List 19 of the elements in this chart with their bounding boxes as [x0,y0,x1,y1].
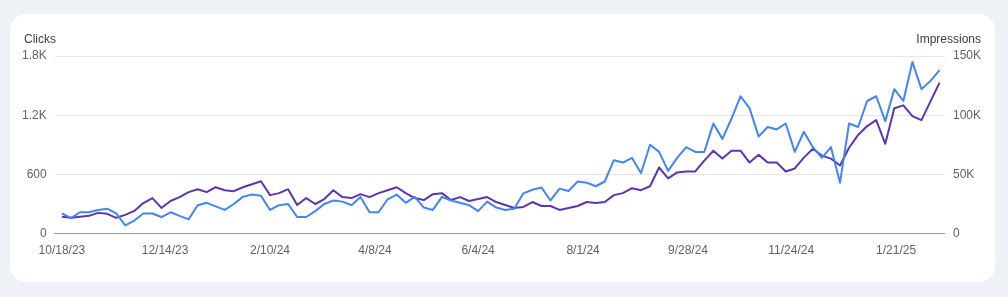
y2-tick-label: 150K [952,48,982,63]
y-tick-label: 600 [26,166,47,181]
y-tick-label: 0 [40,225,47,240]
y2-axis-title: Impressions [916,32,981,47]
x-tick-label: 1/21/25 [876,243,917,258]
x-tick-label: 10/18/23 [38,243,86,258]
x-tick-label: 2/10/24 [250,243,291,258]
x-tick-label: 9/28/24 [668,243,709,258]
y-tick-label: 1.8K [22,48,47,63]
x-tick-label: 12/14/23 [141,243,189,258]
y-axis-title: Clicks [24,32,56,47]
y2-tick-label: 50K [952,166,975,181]
x-tick-label: 11/24/24 [768,243,815,258]
y2-tick-label: 0 [952,225,960,240]
y-tick-label: 1.2K [22,107,47,122]
x-tick-label: 8/1/24 [566,243,601,258]
x-tick-label: 6/4/24 [461,243,496,258]
y2-tick-label: 100K [952,107,982,122]
x-tick-label: 4/8/24 [358,243,392,258]
